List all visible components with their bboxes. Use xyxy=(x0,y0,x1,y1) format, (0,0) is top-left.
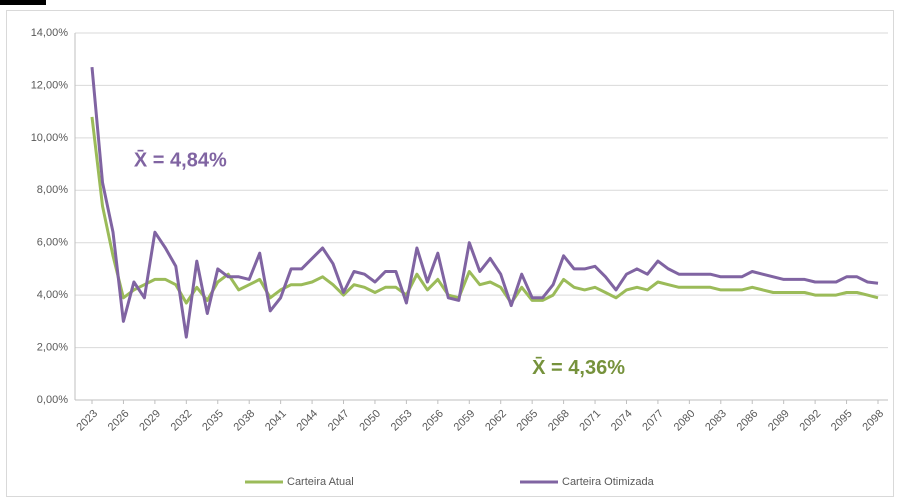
x-tick-label: 2095 xyxy=(829,408,855,434)
x-tick-label: 2062 xyxy=(483,408,509,434)
x-tick-label: 2029 xyxy=(137,408,163,434)
x-tick-label: 2074 xyxy=(609,408,635,434)
x-tick-label: 2056 xyxy=(420,408,446,434)
x-tick-label: 2032 xyxy=(169,408,195,434)
y-tick-label: 10,00% xyxy=(31,132,69,144)
y-tick-label: 12,00% xyxy=(31,79,69,91)
y-tick-label: 4,00% xyxy=(37,289,68,301)
x-tick-label: 2047 xyxy=(326,408,352,434)
y-tick-label: 2,00% xyxy=(37,341,68,353)
series-line xyxy=(90,116,879,305)
x-tick-label: 2098 xyxy=(860,408,886,434)
x-tick-label: 2038 xyxy=(232,408,258,434)
x-tick-label: 2068 xyxy=(546,408,572,434)
x-tick-label: 2026 xyxy=(106,408,132,434)
legend-label: Carteira Otimizada xyxy=(562,476,655,488)
chart-frame xyxy=(6,10,894,497)
annotation: X̄ = 4,36% xyxy=(532,356,625,378)
series-line xyxy=(90,66,879,339)
y-tick-label: 14,00% xyxy=(31,27,69,39)
y-tick-label: 8,00% xyxy=(37,184,68,196)
x-tick-label: 2086 xyxy=(735,408,761,434)
x-tick-label: 2080 xyxy=(672,408,698,434)
x-tick-label: 2077 xyxy=(640,408,666,434)
corner-bar xyxy=(0,0,46,5)
x-tick-label: 2050 xyxy=(357,408,383,434)
x-tick-label: 2023 xyxy=(74,408,100,434)
x-tick-label: 2035 xyxy=(200,408,226,434)
x-tick-label: 2083 xyxy=(703,408,729,434)
y-tick-label: 6,00% xyxy=(37,237,68,249)
x-tick-label: 2053 xyxy=(389,408,415,434)
x-tick-label: 2041 xyxy=(263,408,289,434)
legend-label: Carteira Atual xyxy=(287,476,354,488)
x-tick-label: 2059 xyxy=(452,408,478,434)
annotation: X̄ = 4,84% xyxy=(134,149,227,171)
x-tick-label: 2065 xyxy=(515,408,541,434)
x-tick-label: 2071 xyxy=(577,408,603,434)
x-tick-label: 2089 xyxy=(766,408,792,434)
x-tick-label: 2044 xyxy=(294,408,320,434)
y-tick-label: 0,00% xyxy=(37,394,68,406)
x-tick-label: 2092 xyxy=(797,408,823,434)
